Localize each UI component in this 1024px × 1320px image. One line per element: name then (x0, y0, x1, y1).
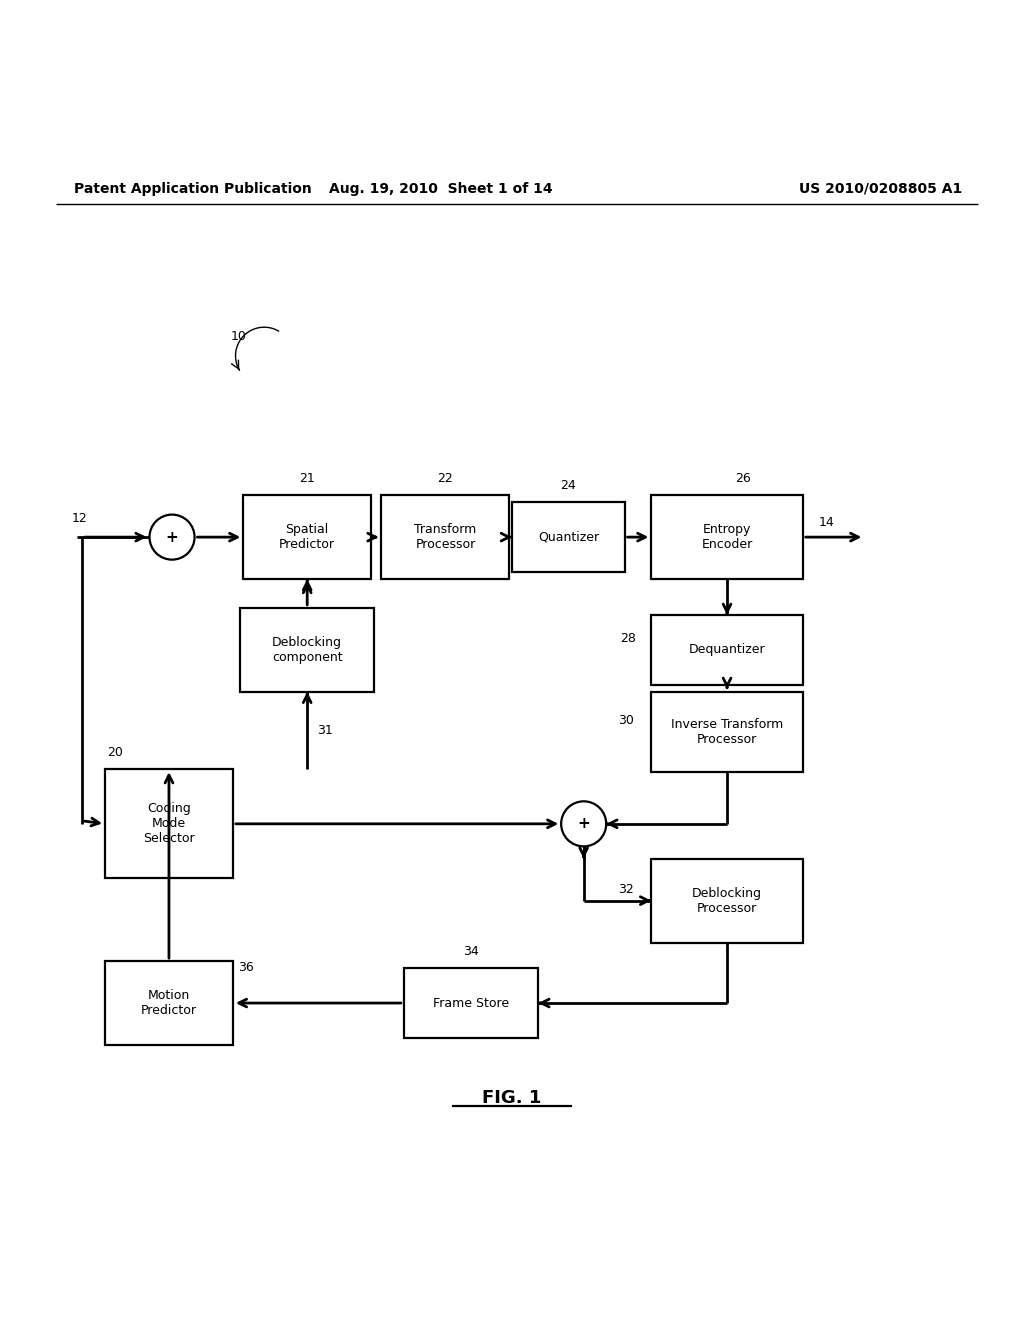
Text: Deblocking
component: Deblocking component (272, 636, 342, 664)
Bar (651, 692, 803, 772)
Text: 36: 36 (238, 961, 254, 974)
Text: Spatial
Predictor: Spatial Predictor (280, 523, 335, 552)
Bar (105, 770, 233, 878)
Bar (105, 961, 233, 1045)
Bar (403, 969, 539, 1038)
Text: Entropy
Encoder: Entropy Encoder (701, 523, 753, 552)
Bar (651, 615, 803, 685)
Text: Patent Application Publication: Patent Application Publication (74, 182, 311, 195)
Text: 31: 31 (317, 723, 333, 737)
Circle shape (150, 515, 195, 560)
Text: Aug. 19, 2010  Sheet 1 of 14: Aug. 19, 2010 Sheet 1 of 14 (329, 182, 552, 195)
Text: US 2010/0208805 A1: US 2010/0208805 A1 (800, 182, 963, 195)
Text: 12: 12 (72, 512, 87, 525)
Text: Frame Store: Frame Store (433, 997, 509, 1010)
Text: 28: 28 (621, 632, 637, 644)
Text: Deblocking
Processor: Deblocking Processor (692, 887, 762, 915)
Bar (381, 495, 510, 579)
Text: Quantizer: Quantizer (538, 531, 599, 544)
Bar (240, 607, 375, 692)
Text: 30: 30 (618, 714, 635, 726)
Text: Motion
Predictor: Motion Predictor (141, 989, 197, 1016)
Text: 20: 20 (108, 746, 123, 759)
Text: 32: 32 (618, 883, 634, 895)
Text: 22: 22 (437, 471, 453, 484)
Text: 24: 24 (560, 479, 575, 492)
Text: Coding
Mode
Selector: Coding Mode Selector (143, 803, 195, 845)
Text: 26: 26 (735, 471, 751, 484)
Text: +: + (166, 529, 178, 545)
Text: 10: 10 (230, 330, 247, 343)
Circle shape (561, 801, 606, 846)
Text: Dequantizer: Dequantizer (689, 643, 765, 656)
Bar (512, 503, 625, 572)
Text: FIG. 1: FIG. 1 (482, 1089, 542, 1107)
Text: Inverse Transform
Processor: Inverse Transform Processor (671, 718, 783, 746)
Bar (244, 495, 371, 579)
Text: +: + (578, 816, 590, 832)
Bar (651, 495, 803, 579)
Bar (651, 858, 803, 942)
Text: 21: 21 (299, 471, 314, 484)
Text: Transform
Processor: Transform Processor (415, 523, 476, 552)
Text: 14: 14 (818, 516, 834, 529)
Text: 34: 34 (463, 945, 478, 958)
